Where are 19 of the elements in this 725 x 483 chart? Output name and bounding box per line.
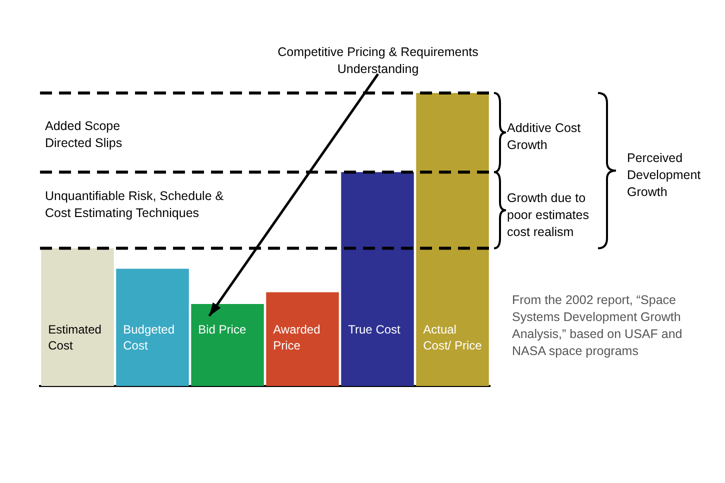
x-tick-label: Budgeted Cost [123, 322, 175, 352]
text: Additive Cost Growth [507, 120, 582, 154]
bar [41, 248, 114, 386]
text: Perceived Development Growth [627, 150, 702, 201]
x-tick-label: Awarded Price [273, 322, 320, 352]
text: Competitive Pricing & Requirements Understanding [276, 44, 480, 78]
bar [266, 292, 339, 386]
annotation: Unquantifiable Risk, Schedule & Cost Estimating Techniques [45, 188, 225, 222]
x-tick-label: Estimated Cost [48, 322, 102, 352]
x-tick-label: True Cost [348, 322, 402, 336]
text: From the 2002 report, “Space Systems Development Growth Analysis,” based on USAF and NASA space programs [512, 292, 684, 360]
x-tick-label: Bid Price [198, 322, 246, 336]
bar [116, 268, 189, 386]
bar [416, 93, 489, 386]
annotation: Added Scope Directed Slips [45, 118, 124, 152]
text: Growth due to poor estimates cost realism [507, 190, 590, 241]
x-tick-label: Actual Cost/ Price [423, 322, 482, 352]
bar [191, 304, 264, 386]
bar [341, 172, 414, 386]
